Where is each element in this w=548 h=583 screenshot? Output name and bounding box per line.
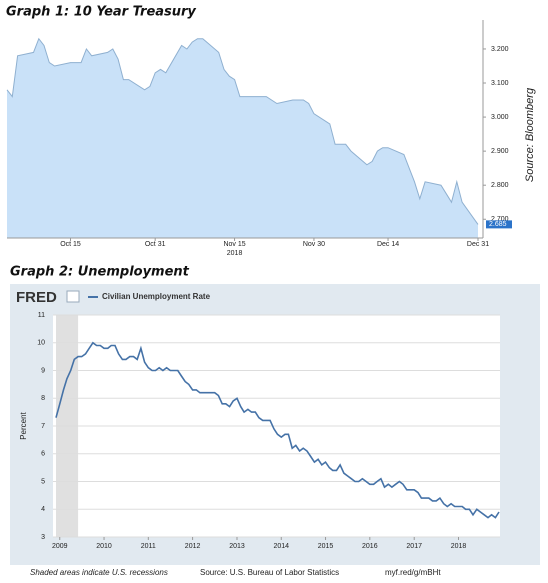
y-tick-label: 8 [41, 395, 45, 402]
x-tick-label: 2013 [229, 543, 245, 550]
legend-label: Civilian Unemployment Rate [102, 292, 211, 301]
last-value-marker [486, 220, 512, 229]
logo: FRED [16, 289, 57, 306]
y-tick-label: 10 [37, 340, 45, 347]
x-tick-label: 2015 [318, 543, 334, 550]
x-tick-label: Nov 30 [303, 241, 325, 248]
link: myf.red/g/mBHt [385, 568, 441, 577]
last-value-label: 2.685 [489, 221, 507, 228]
y-tick-label: 7 [41, 423, 45, 430]
y-tick-label: 3 [41, 534, 45, 541]
chart-title: Graph 1: 10 Year Treasury [6, 5, 196, 20]
y-tick-label: 3.100 [491, 80, 509, 87]
x-tick-label: Oct 31 [145, 241, 166, 248]
x-tick-label: 2011 [141, 543, 156, 550]
x-tick-label: Oct 15 [60, 241, 81, 248]
chart-title: Graph 2: Unemployment [10, 265, 190, 280]
y-tick-label: 3.200 [491, 46, 509, 53]
y-tick-label: 4 [41, 506, 45, 513]
area [7, 38, 478, 239]
x-tick-label: Dec 14 [377, 241, 399, 248]
source: Source: Bloomberg [524, 87, 536, 182]
x-tick-label: 2012 [185, 543, 201, 550]
y-tick-label: 5 [41, 478, 45, 485]
y-tick-label: 2.900 [491, 148, 509, 155]
y-tick-label: 11 [38, 312, 45, 319]
line [55, 341, 500, 519]
source: Source: U.S. Bureau of Labor Statistics [200, 568, 339, 577]
line [6, 37, 479, 225]
x-tick-label: Nov 15 2018 [223, 241, 245, 257]
note: Shaded areas indicate U.S. recessions [30, 568, 168, 577]
y-tick-label: 3.000 [491, 114, 509, 121]
y-axis-label: Percent [19, 411, 28, 439]
x-tick-label: 2010 [96, 543, 112, 550]
x-tick-label: 2016 [362, 543, 378, 550]
x-tick-label: 2014 [273, 543, 289, 550]
y-tick-label: 2.700 [491, 216, 509, 223]
x-tick-label: 2018 [451, 543, 467, 550]
y-tick-label: 9 [41, 367, 45, 374]
y-tick-label: 2.800 [491, 182, 509, 189]
y-tick-label: 6 [41, 451, 45, 458]
x-tick-label: Dec 31 [467, 241, 489, 248]
logo-icon [66, 290, 80, 303]
x-tick-label: 2017 [406, 543, 422, 550]
x-tick-label: 2009 [52, 543, 68, 550]
